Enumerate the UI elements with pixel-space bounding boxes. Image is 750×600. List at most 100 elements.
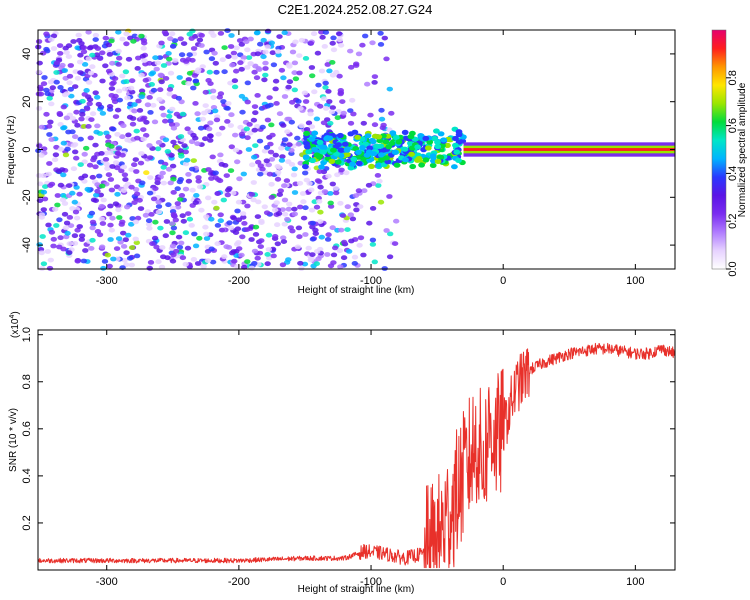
spectrogram-cell bbox=[127, 85, 135, 91]
spectrogram-cell bbox=[138, 151, 145, 156]
spectrogram-cell bbox=[216, 94, 223, 100]
y-tick-label: 20 bbox=[21, 96, 33, 108]
spectrogram-cell bbox=[375, 162, 383, 168]
spectrogram-cell bbox=[165, 51, 172, 56]
spectrogram-cell bbox=[137, 206, 145, 212]
spectrogram-cell bbox=[329, 72, 337, 78]
spectrogram-cell bbox=[186, 216, 194, 222]
spectrogram-cell bbox=[297, 160, 304, 166]
spectrogram-cell bbox=[97, 192, 105, 198]
spectrogram-cell bbox=[244, 135, 251, 141]
spectrogram-cell bbox=[128, 262, 135, 268]
spectrogram-cell bbox=[130, 38, 137, 44]
spectrogram-cell bbox=[44, 249, 51, 254]
spectrogram-cell bbox=[254, 93, 261, 98]
spectrogram-cell bbox=[313, 204, 321, 210]
x-tick-label: -300 bbox=[96, 576, 118, 588]
spectrogram-cell bbox=[47, 257, 54, 263]
spectrogram-cell bbox=[231, 84, 239, 90]
spectrogram-cell bbox=[52, 152, 60, 158]
spectrogram-cell bbox=[210, 95, 217, 100]
spectrogram-cell bbox=[219, 57, 226, 63]
spectrogram-cell bbox=[386, 194, 393, 199]
spectrogram-cell bbox=[339, 99, 346, 104]
spectrogram-cell bbox=[76, 224, 84, 229]
spectrogram-cell bbox=[227, 80, 234, 86]
spectrogram-cell bbox=[207, 120, 214, 126]
spectrogram-cell bbox=[217, 152, 224, 158]
spectrogram-cell bbox=[214, 191, 221, 197]
spectrogram-cell bbox=[185, 77, 192, 82]
spectrogram-cell bbox=[298, 123, 305, 129]
spectrogram-cell bbox=[330, 147, 337, 153]
spectrogram-cell bbox=[56, 111, 63, 116]
spectrogram-cell bbox=[302, 154, 310, 160]
spectrogram-cell bbox=[326, 99, 333, 104]
spectrogram-cell bbox=[247, 130, 254, 136]
spectrogram-cell bbox=[333, 151, 341, 157]
spectrogram-cell bbox=[316, 169, 323, 175]
spectrogram-cell bbox=[123, 31, 130, 37]
spectrogram-cell bbox=[140, 127, 147, 132]
spectrogram-cell bbox=[120, 188, 128, 194]
spectrogram-cell bbox=[139, 53, 146, 59]
spectrogram-cell bbox=[344, 227, 351, 233]
spectrogram-cell bbox=[367, 112, 374, 118]
spectrogram-cell bbox=[196, 37, 204, 43]
colorbar-label: Normalized spectral amplitude bbox=[737, 82, 748, 217]
spectrogram-cell bbox=[129, 89, 136, 95]
spectrogram-cell bbox=[377, 30, 384, 36]
spectrogram-cell bbox=[133, 169, 140, 174]
snr-y-multiplier-base: (x10 bbox=[10, 318, 21, 338]
spectrogram-cell bbox=[391, 149, 399, 155]
spectrogram-cell bbox=[209, 154, 216, 160]
spectrogram-cell bbox=[66, 73, 74, 79]
spectrogram-cell bbox=[76, 59, 84, 65]
snr-y-ticks: 0.2 0.4 0.6 0.8 1.0 bbox=[21, 327, 675, 531]
spectrogram-cell bbox=[167, 36, 174, 42]
spectrogram-cell bbox=[269, 132, 276, 138]
spectrogram-cell bbox=[217, 212, 224, 218]
spectrogram-cell bbox=[92, 198, 100, 204]
spectrogram-cell bbox=[198, 43, 205, 48]
spectrogram-cell bbox=[46, 265, 54, 271]
spectrogram-cell bbox=[317, 209, 324, 215]
spectrogram-cell bbox=[157, 72, 164, 78]
spectrogram-cell bbox=[334, 115, 341, 121]
spectrogram-cell bbox=[231, 258, 238, 264]
spectrogram-cell bbox=[108, 227, 116, 233]
spectrogram-cell bbox=[203, 214, 210, 220]
spectrogram-cell bbox=[355, 160, 363, 166]
spectrogram-cell bbox=[243, 39, 250, 45]
spectrogram-cell bbox=[263, 158, 270, 164]
spectrogram-cell bbox=[287, 225, 294, 231]
spectrogram-cell bbox=[264, 261, 271, 267]
spectrogram-cell bbox=[234, 264, 241, 270]
spectrogram-cell bbox=[170, 139, 177, 145]
spectrogram-cell bbox=[179, 111, 187, 117]
spectrogram-cell bbox=[297, 106, 304, 111]
spectrogram-cell bbox=[289, 49, 297, 55]
spectrogram-cell bbox=[371, 122, 379, 128]
snr-series-line bbox=[37, 342, 676, 569]
spectrogram-cell bbox=[288, 148, 295, 153]
snr-background bbox=[38, 330, 675, 570]
spectrogram-cell bbox=[88, 210, 96, 216]
spectrogram-cell bbox=[234, 226, 242, 232]
spectrogram-cell bbox=[310, 31, 318, 37]
spectrogram-cell bbox=[252, 232, 260, 237]
spectrogram-cell bbox=[79, 98, 86, 104]
colorbar: 0.0 0.2 0.4 0.6 0.8 Normalized spectral ampl… bbox=[711, 29, 748, 277]
spectrogram-cell bbox=[266, 95, 273, 100]
spectrogram-cell bbox=[291, 206, 298, 212]
spectrogram-cell bbox=[123, 250, 130, 256]
spectrogram-cell bbox=[190, 46, 198, 51]
spectrogram-cell bbox=[296, 180, 304, 186]
spectrogram-cell bbox=[341, 239, 348, 245]
spectrogram-cell bbox=[349, 161, 356, 167]
spectrogram-cell bbox=[190, 257, 198, 262]
spectrogram-cell bbox=[89, 174, 97, 180]
spectrogram-cell bbox=[444, 142, 451, 148]
spectrogram-cell bbox=[329, 60, 336, 65]
spectrogram-cell bbox=[100, 265, 107, 271]
